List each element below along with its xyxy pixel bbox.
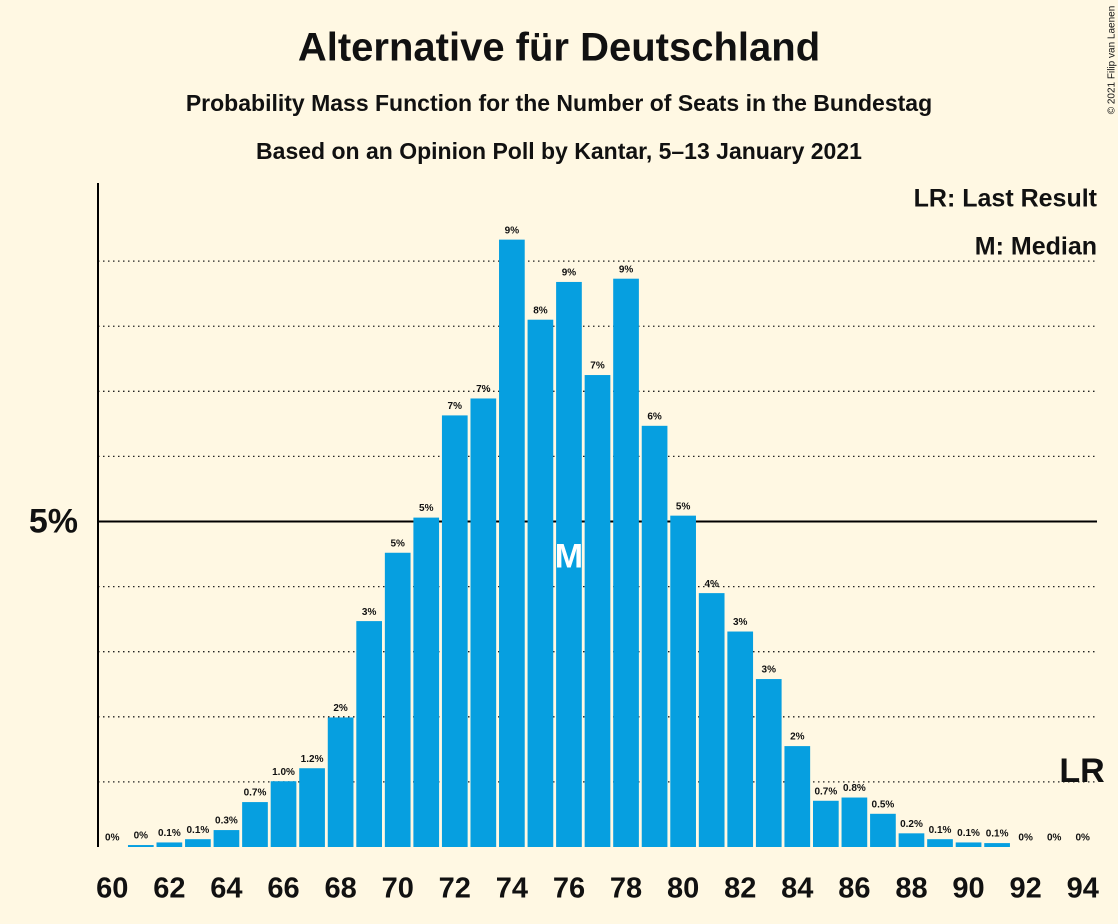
- value-label: 0.1%: [929, 825, 952, 836]
- bar: [784, 746, 811, 847]
- value-label: 3%: [362, 607, 377, 618]
- bar: [727, 631, 754, 847]
- x-tick-label: 88: [895, 873, 927, 905]
- last-result-marker: LR: [1059, 752, 1104, 790]
- x-tick-label: 76: [553, 873, 585, 905]
- bar: [327, 717, 354, 847]
- bar: [984, 843, 1010, 847]
- value-label: 0%: [1076, 833, 1091, 844]
- x-tick-label: 90: [952, 873, 984, 905]
- value-label: 7%: [448, 401, 463, 412]
- value-label: 0.8%: [843, 783, 866, 794]
- value-label: 0%: [1018, 833, 1033, 844]
- value-label: 5%: [390, 538, 405, 549]
- bar: [156, 842, 183, 847]
- value-label: 9%: [562, 268, 577, 279]
- copyright: © 2021 Filip van Laenen: [1107, 6, 1118, 115]
- median-marker: M: [555, 537, 583, 575]
- value-label: 6%: [647, 411, 662, 422]
- chart-title: Alternative für Deutschland: [298, 26, 820, 70]
- bar: [441, 415, 468, 847]
- x-tick-label: 68: [324, 873, 356, 905]
- value-label: 7%: [590, 361, 605, 372]
- value-label: 0.3%: [215, 816, 238, 827]
- chart-subtitle: Based on an Opinion Poll by Kantar, 5–13…: [256, 138, 862, 164]
- value-label: 0.2%: [900, 819, 923, 830]
- value-label: 0.5%: [872, 799, 895, 810]
- value-label: 4%: [704, 579, 719, 590]
- bar: [955, 842, 982, 847]
- bar: [470, 398, 497, 847]
- x-tick-label: 74: [496, 873, 528, 905]
- value-label: 0.1%: [158, 828, 181, 839]
- bar: [870, 813, 896, 847]
- bar: [185, 839, 211, 847]
- bar: [127, 845, 154, 847]
- bar: [670, 515, 696, 847]
- value-label: 0.1%: [986, 829, 1009, 840]
- value-label: 5%: [676, 501, 691, 512]
- y-tick-label: 5%: [29, 502, 78, 540]
- x-tick-label: 60: [96, 873, 128, 905]
- legend-entry: LR: Last Result: [914, 185, 1098, 213]
- value-label: 3%: [733, 617, 748, 628]
- value-label: 0.1%: [187, 825, 210, 836]
- value-label: 0.7%: [814, 786, 837, 797]
- value-label: 1.2%: [301, 754, 324, 765]
- value-label: 3%: [762, 665, 777, 676]
- x-tick-label: 86: [838, 873, 870, 905]
- value-label: 2%: [790, 732, 805, 743]
- value-label: 9%: [619, 264, 634, 275]
- value-label: 8%: [533, 305, 548, 316]
- bar: [242, 802, 268, 847]
- bar: [927, 839, 953, 847]
- bar: [898, 833, 925, 847]
- value-label: 0%: [134, 831, 149, 842]
- bar: [613, 278, 639, 848]
- bar: [527, 319, 554, 847]
- x-tick-label: 66: [267, 873, 299, 905]
- value-label: 0.1%: [957, 828, 980, 839]
- bar: [384, 552, 411, 847]
- value-label: 7%: [476, 384, 491, 395]
- bar: [499, 239, 525, 847]
- x-tick-label: 80: [667, 873, 699, 905]
- value-label: 0.7%: [244, 788, 267, 799]
- bar: [755, 679, 782, 847]
- value-label: 1.0%: [272, 767, 295, 778]
- x-tick-label: 62: [153, 873, 185, 905]
- x-tick-label: 78: [610, 873, 642, 905]
- bar: [213, 830, 240, 847]
- bar: [812, 800, 839, 847]
- x-tick-label: 94: [1067, 873, 1099, 905]
- x-tick-label: 70: [382, 873, 414, 905]
- bar: [413, 517, 440, 847]
- x-tick-label: 72: [439, 873, 471, 905]
- bar: [270, 781, 297, 847]
- bar: [556, 281, 582, 848]
- value-label: 5%: [419, 503, 434, 514]
- bar: [356, 621, 383, 847]
- chart-subtitle: Probability Mass Function for the Number…: [186, 90, 932, 116]
- x-tick-label: 84: [781, 873, 813, 905]
- value-label: 0%: [1047, 833, 1062, 844]
- x-tick-label: 82: [724, 873, 756, 905]
- value-label: 2%: [333, 703, 348, 714]
- value-label: 9%: [505, 225, 520, 236]
- bar: [841, 797, 868, 847]
- x-tick-label: 64: [210, 873, 242, 905]
- value-label: 0%: [105, 833, 120, 844]
- bar: [584, 375, 611, 847]
- bar: [698, 593, 725, 847]
- bar: [299, 768, 325, 847]
- x-tick-label: 92: [1010, 873, 1042, 905]
- bar: [641, 425, 668, 847]
- legend-entry: M: Median: [975, 233, 1097, 261]
